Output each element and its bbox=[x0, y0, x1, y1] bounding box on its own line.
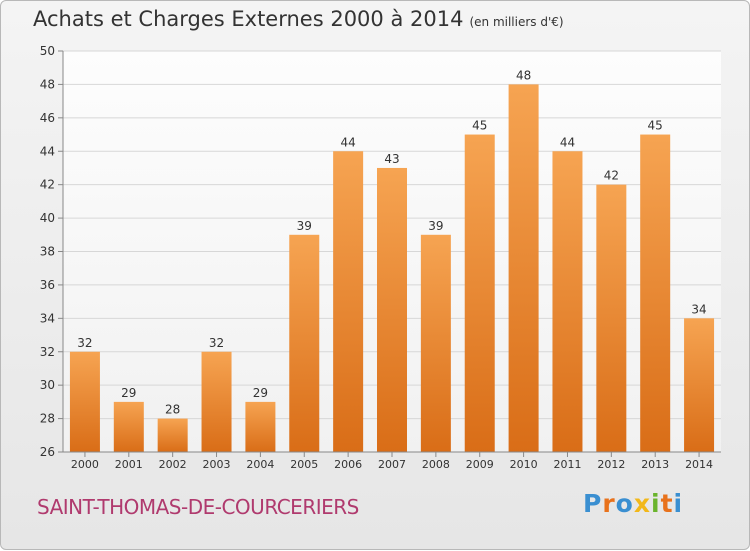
bar bbox=[640, 134, 671, 452]
bar bbox=[508, 84, 539, 453]
commune-name: SAINT-THOMAS-DE-COURCERIERS bbox=[37, 495, 359, 519]
logo-letter: i bbox=[651, 489, 661, 518]
x-tick-label: 2014 bbox=[685, 458, 713, 471]
data-label: 28 bbox=[165, 403, 180, 417]
x-tick-label: 2011 bbox=[553, 458, 581, 471]
data-label: 44 bbox=[340, 135, 355, 149]
data-label: 29 bbox=[253, 386, 268, 400]
y-tick-label: 40 bbox=[40, 211, 55, 225]
bar bbox=[333, 151, 364, 452]
bar bbox=[69, 351, 100, 452]
data-label: 34 bbox=[691, 302, 706, 316]
y-tick-label: 46 bbox=[40, 111, 55, 125]
chart-subtitle: (en milliers d'€) bbox=[469, 15, 564, 29]
x-tick-label: 2008 bbox=[422, 458, 450, 471]
y-tick-label: 34 bbox=[40, 311, 55, 325]
x-tick-label: 2007 bbox=[378, 458, 406, 471]
bar bbox=[113, 401, 144, 452]
x-tick-label: 2000 bbox=[71, 458, 99, 471]
chart-title-text: Achats et Charges Externes 2000 à 2014 bbox=[33, 7, 464, 31]
data-label: 39 bbox=[428, 219, 443, 233]
logo-letter: i bbox=[673, 489, 684, 518]
y-tick-label: 28 bbox=[40, 412, 55, 426]
y-tick-label: 26 bbox=[40, 445, 55, 459]
logo-letter: t bbox=[660, 489, 674, 518]
y-tick-label: 38 bbox=[40, 245, 55, 259]
bar bbox=[245, 401, 276, 452]
x-tick-label: 2005 bbox=[290, 458, 318, 471]
bar bbox=[157, 418, 188, 452]
logo-letter: x bbox=[633, 489, 651, 518]
data-label: 32 bbox=[209, 336, 224, 350]
chart-title: Achats et Charges Externes 2000 à 2014 (e… bbox=[33, 7, 564, 31]
data-label: 29 bbox=[121, 386, 136, 400]
x-tick-label: 2006 bbox=[334, 458, 362, 471]
x-tick-label: 2003 bbox=[203, 458, 231, 471]
data-label: 32 bbox=[77, 336, 92, 350]
data-label: 48 bbox=[516, 68, 531, 82]
y-tick-label: 50 bbox=[40, 44, 55, 58]
bar bbox=[289, 234, 320, 452]
y-tick-label: 48 bbox=[40, 77, 55, 91]
data-label: 45 bbox=[472, 119, 487, 133]
logo-letter: P bbox=[583, 489, 603, 518]
data-label: 45 bbox=[648, 119, 663, 133]
y-tick-label: 44 bbox=[40, 144, 55, 158]
x-tick-label: 2012 bbox=[597, 458, 625, 471]
y-tick-label: 30 bbox=[40, 378, 55, 392]
bar bbox=[377, 167, 407, 453]
proxiti-logo[interactable]: Proxiti bbox=[583, 489, 683, 518]
bar bbox=[684, 318, 715, 452]
y-tick-label: 36 bbox=[40, 278, 55, 292]
y-tick-label: 42 bbox=[40, 178, 55, 192]
x-tick-label: 2009 bbox=[466, 458, 494, 471]
x-tick-label: 2004 bbox=[246, 458, 274, 471]
data-label: 44 bbox=[560, 135, 575, 149]
bar bbox=[596, 184, 627, 452]
bar bbox=[552, 151, 583, 452]
data-label: 42 bbox=[604, 169, 619, 183]
x-tick-label: 2010 bbox=[510, 458, 538, 471]
logo-letter: o bbox=[615, 489, 634, 518]
bar bbox=[420, 234, 451, 452]
bar bbox=[201, 351, 232, 452]
bar bbox=[464, 134, 495, 452]
y-tick-label: 32 bbox=[40, 345, 55, 359]
data-label: 39 bbox=[297, 219, 312, 233]
x-tick-label: 2001 bbox=[115, 458, 143, 471]
x-tick-label: 2013 bbox=[641, 458, 669, 471]
data-label: 43 bbox=[384, 152, 399, 166]
x-tick-label: 2002 bbox=[159, 458, 187, 471]
logo-letter: r bbox=[602, 489, 616, 518]
